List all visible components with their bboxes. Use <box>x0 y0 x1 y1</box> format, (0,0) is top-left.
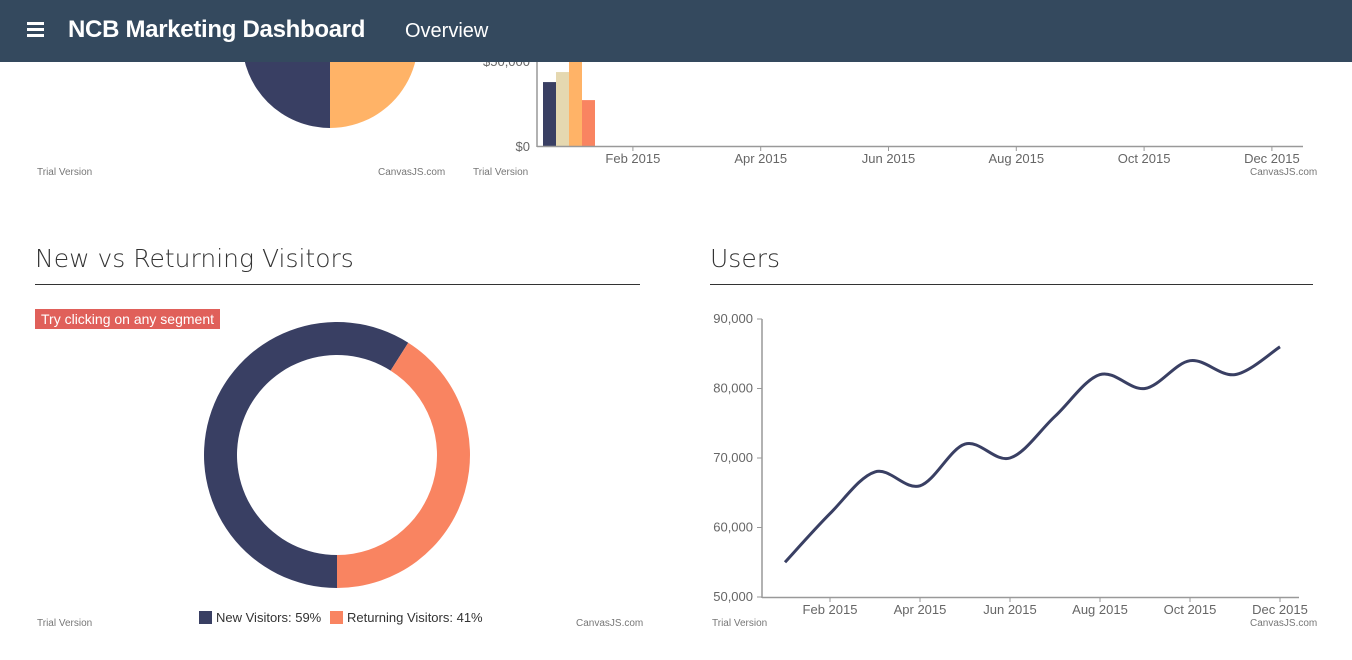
trial-watermark: Trial Version <box>473 167 528 178</box>
donut-segment[interactable] <box>337 342 471 588</box>
x-tick-label: Aug 2015 <box>1072 602 1128 617</box>
legend-label: New Visitors: 59% <box>216 610 322 625</box>
nav-overview[interactable]: Overview <box>405 20 489 42</box>
y-tick-label: 50,000 <box>713 589 753 604</box>
data-point[interactable] <box>961 440 969 448</box>
x-tick-label: Oct 2015 <box>1118 151 1171 166</box>
x-tick-label: Dec 2015 <box>1244 151 1300 166</box>
users-line-chart: 50,000 60,000 70,000 80,000 90,000 Feb 2015 Ap… <box>713 311 1308 617</box>
hamburger-icon[interactable] <box>27 22 44 38</box>
canvasjs-credit[interactable]: CanvasJS.com <box>1250 618 1317 629</box>
data-point[interactable] <box>871 468 879 476</box>
y-tick-label: $0 <box>516 139 530 154</box>
x-tick-label: Apr 2015 <box>734 151 787 166</box>
x-tick-label: Jun 2015 <box>862 151 916 166</box>
x-tick-label: Oct 2015 <box>1164 602 1217 617</box>
bar[interactable] <box>543 82 556 146</box>
trial-watermark: Trial Version <box>37 618 92 629</box>
visitors-donut-chart <box>204 322 471 588</box>
canvasjs-credit[interactable]: CanvasJS.com <box>1250 167 1317 178</box>
data-point[interactable] <box>916 482 924 490</box>
x-tick-label: Feb 2015 <box>803 602 858 617</box>
data-point[interactable] <box>1141 385 1149 393</box>
data-point[interactable] <box>1186 357 1194 365</box>
data-point[interactable] <box>1006 454 1014 462</box>
legend-label: Returning Visitors: 41% <box>347 610 483 625</box>
legend-swatch <box>199 611 212 624</box>
legend-swatch <box>330 611 343 624</box>
divider <box>35 284 640 285</box>
trial-watermark: Trial Version <box>712 618 767 629</box>
hint-badge: Try clicking on any segment <box>35 309 220 329</box>
divider <box>710 284 1313 285</box>
bar[interactable] <box>556 72 569 146</box>
visitors-title: New vs Returning Visitors <box>35 244 354 273</box>
x-tick-label: Feb 2015 <box>605 151 660 166</box>
bar[interactable] <box>582 127 595 146</box>
y-tick-label: 80,000 <box>713 381 753 396</box>
data-point[interactable] <box>1231 371 1239 379</box>
users-title: Users <box>710 244 781 273</box>
data-point[interactable] <box>1276 343 1284 351</box>
data-point[interactable] <box>826 510 834 518</box>
canvasjs-credit[interactable]: CanvasJS.com <box>576 618 643 629</box>
legend-returning-visitors[interactable]: Returning Visitors: 41% <box>330 610 483 625</box>
app-title: NCB Marketing Dashboard <box>68 16 366 43</box>
y-tick-label: 60,000 <box>713 520 753 535</box>
data-point[interactable] <box>781 558 789 566</box>
y-tick-label: 70,000 <box>713 450 753 465</box>
x-tick-label: Dec 2015 <box>1252 602 1308 617</box>
x-tick-label: Jun 2015 <box>983 602 1037 617</box>
x-tick-label: Aug 2015 <box>988 151 1044 166</box>
users-line[interactable] <box>783 345 1281 564</box>
canvasjs-credit[interactable]: CanvasJS.com <box>378 167 445 178</box>
legend-new-visitors[interactable]: New Visitors: 59% <box>199 610 321 625</box>
data-point[interactable] <box>1096 371 1104 379</box>
revenue-bar-chart: Feb 2015 Apr 2015 Jun 2015 Aug 2015 Oct 2015… <box>483 47 1303 166</box>
data-point[interactable] <box>1051 412 1059 420</box>
donut-segment[interactable] <box>204 322 409 588</box>
app-header: NCB Marketing Dashboard Overview <box>0 0 1352 62</box>
y-tick-label: 90,000 <box>713 311 753 326</box>
x-tick-label: Apr 2015 <box>894 602 947 617</box>
bar[interactable] <box>569 50 582 146</box>
trial-watermark: Trial Version <box>37 167 92 178</box>
